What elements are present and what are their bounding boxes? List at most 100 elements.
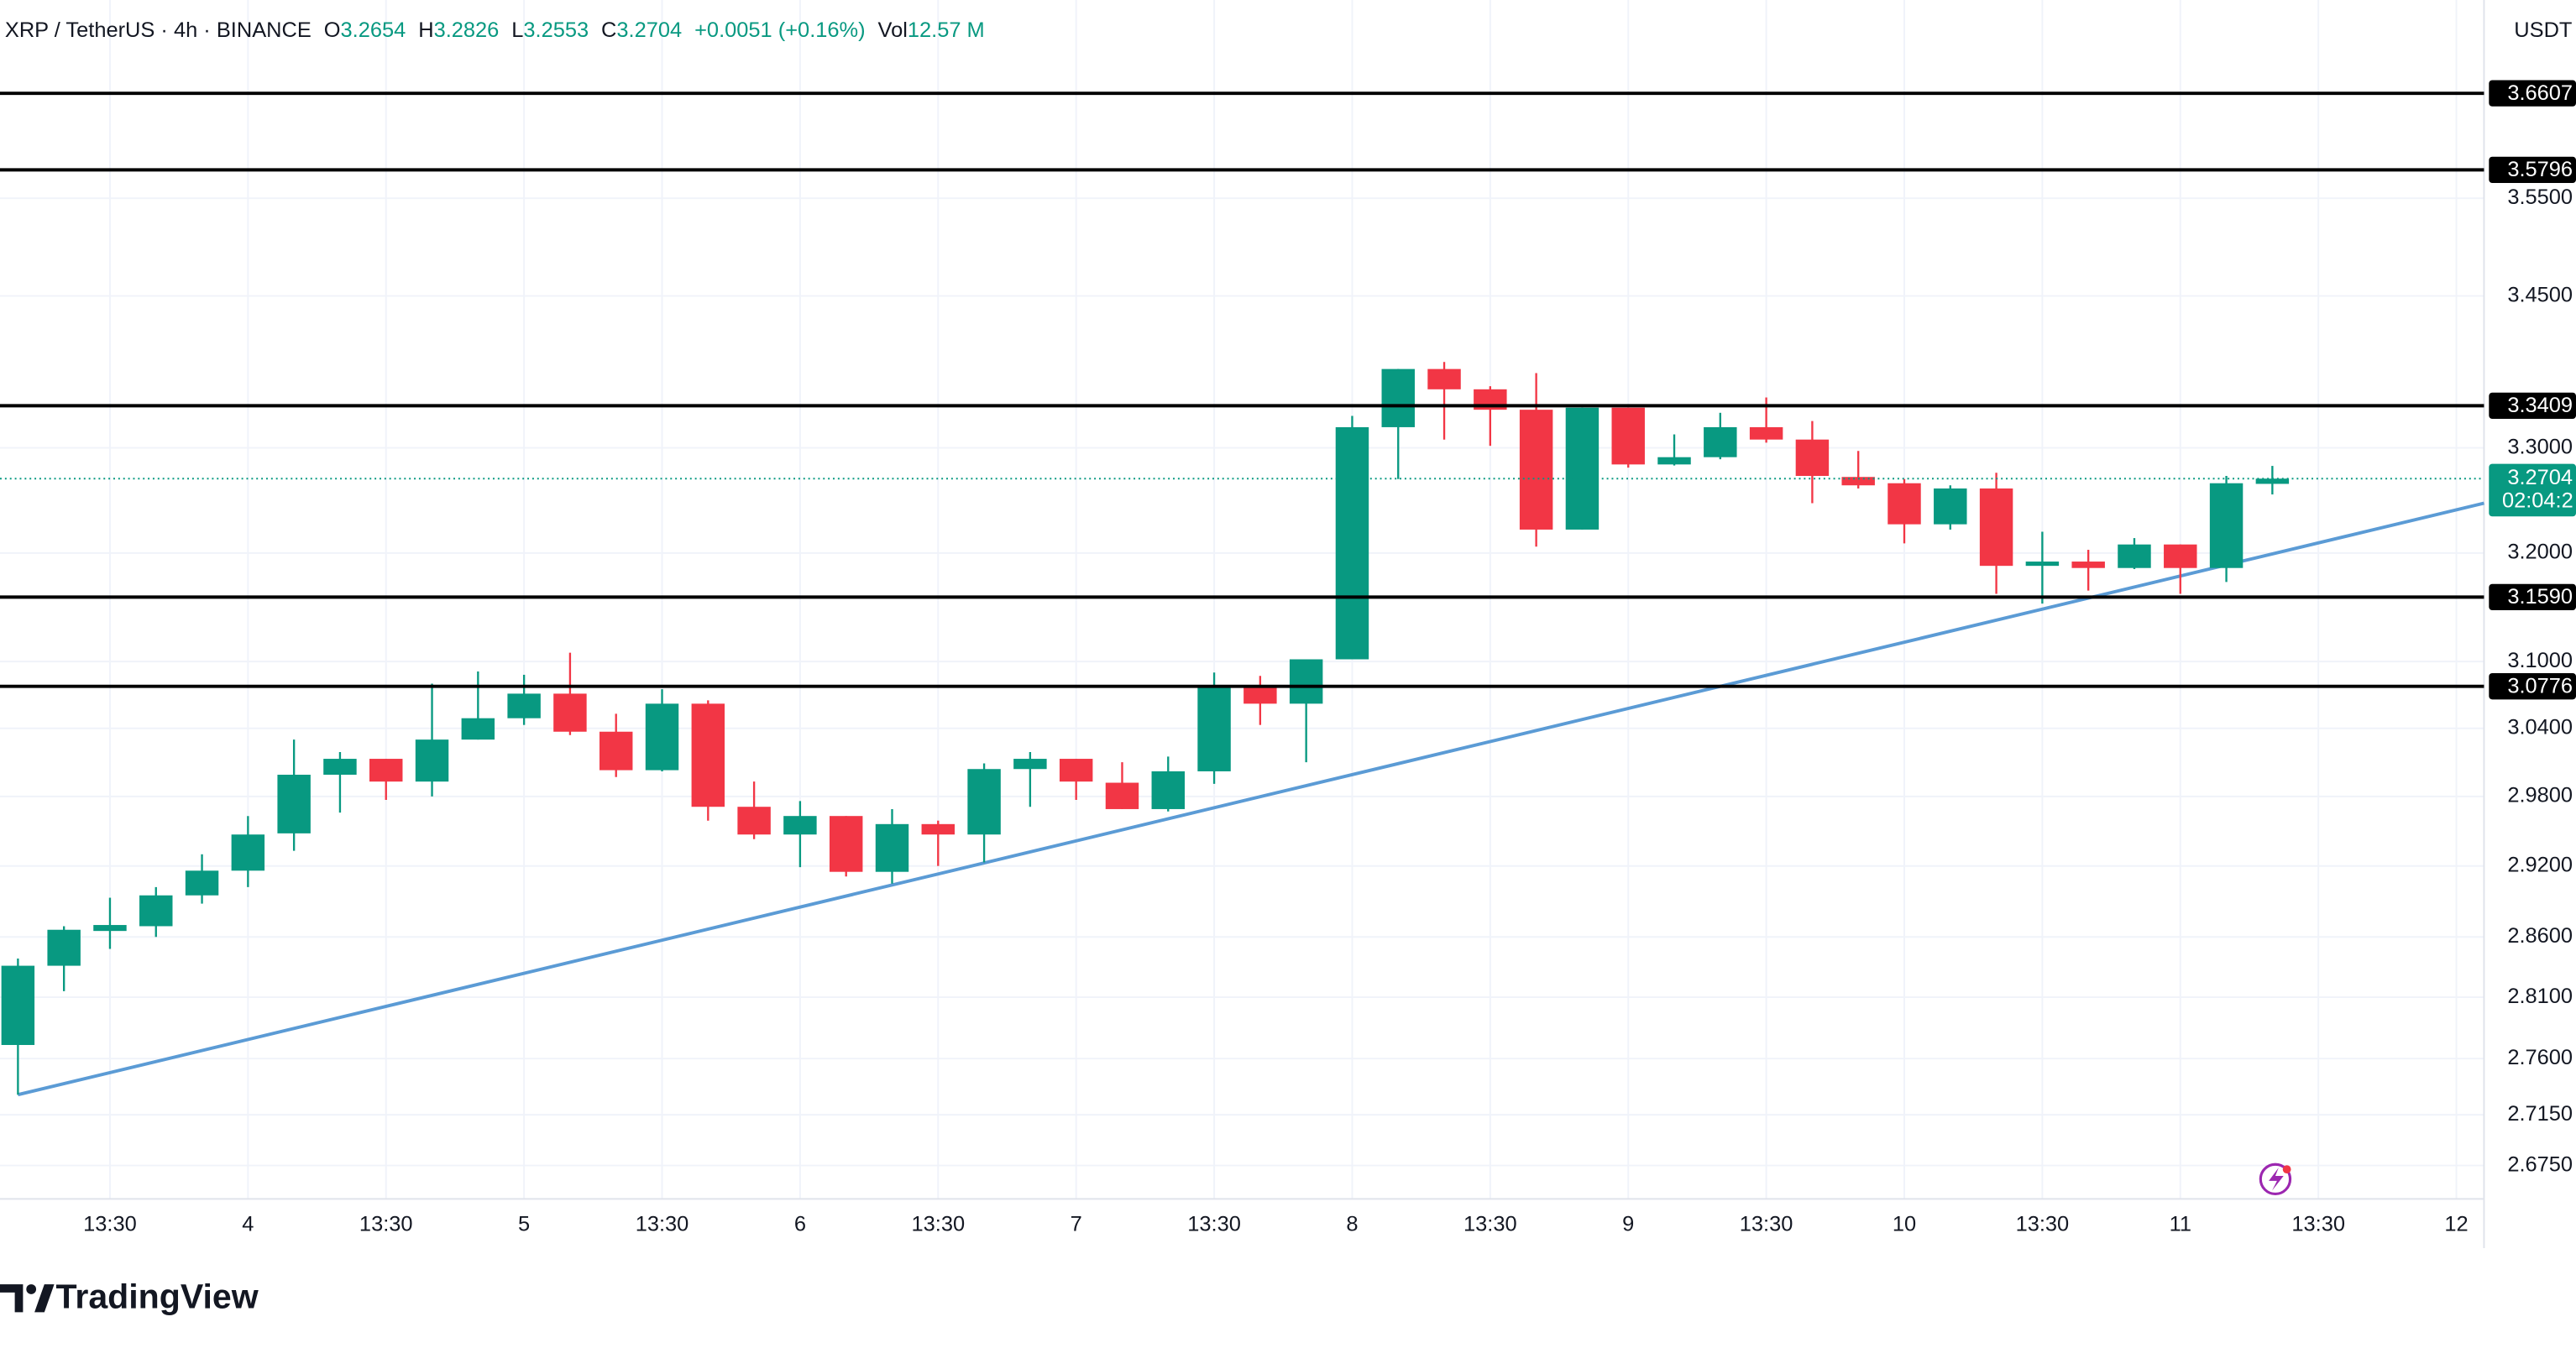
candle-body <box>1519 410 1553 530</box>
candle-body <box>921 823 956 835</box>
level-label-box <box>2489 673 2576 700</box>
candle-body <box>2071 562 2105 568</box>
candle-body <box>1841 477 1875 486</box>
level-label-box <box>2489 156 2576 184</box>
x-tick-label: 13:30 <box>1187 1212 1241 1236</box>
x-tick-label: 4 <box>242 1212 254 1236</box>
currency-label: USDT <box>2514 18 2572 42</box>
x-tick-label: 9 <box>1622 1212 1634 1236</box>
candle-body <box>967 769 1001 835</box>
candle-body <box>369 759 403 782</box>
ohlc-value: 3.2826 <box>434 18 500 42</box>
y-tick-label: 2.8100 <box>2507 985 2573 1008</box>
x-tick-label: 13:30 <box>83 1212 137 1236</box>
current-price-box <box>2489 463 2576 517</box>
level-label: 3.6607 <box>2507 81 2573 105</box>
candle-body <box>1704 426 1737 457</box>
ohlc-value: 3.2704 <box>616 18 682 42</box>
candle-body <box>1197 686 1231 771</box>
x-tick-label: 11 <box>2170 1212 2191 1236</box>
candle-body <box>231 834 265 871</box>
candle-body <box>461 718 495 740</box>
x-tick-label: 13:30 <box>1463 1212 1517 1236</box>
y-tick-label: 2.8600 <box>2507 924 2573 948</box>
y-tick-label: 3.3000 <box>2507 435 2573 458</box>
y-tick-label: 3.5500 <box>2507 185 2573 209</box>
y-tick-label: 2.9800 <box>2507 784 2573 807</box>
countdown: 02:04:2 <box>2502 489 2573 512</box>
ohlc-label: H <box>418 18 433 42</box>
x-tick-label: 13:30 <box>911 1212 965 1236</box>
volume-label: Vol <box>878 18 908 42</box>
y-tick-label: 3.4500 <box>2507 283 2573 306</box>
candle-body <box>93 925 127 932</box>
candle-body <box>139 895 173 927</box>
candle-body <box>553 693 587 732</box>
candle-body <box>1795 439 1830 477</box>
candle-body <box>1013 759 1047 770</box>
snapshot-icon <box>2259 1163 2292 1196</box>
level-label: 3.1590 <box>2507 585 2573 609</box>
x-tick-label: 6 <box>794 1212 806 1236</box>
x-tick-label: 12 <box>2444 1212 2468 1236</box>
candle-body <box>1 965 35 1045</box>
trend-line <box>17 501 2484 1097</box>
candle-body <box>1427 368 1461 389</box>
candle-body <box>185 870 219 896</box>
candle-body <box>2209 483 2244 568</box>
y-tick-label: 2.7150 <box>2507 1102 2573 1126</box>
x-tick-label: 7 <box>1071 1212 1082 1236</box>
candle-body <box>1105 782 1139 809</box>
brand-logo <box>0 1284 55 1313</box>
candle-body <box>2025 562 2060 567</box>
ohlc-label: L <box>511 18 523 42</box>
candle-body <box>1749 426 1783 440</box>
y-tick-label: 2.9200 <box>2507 853 2573 876</box>
candle-body <box>415 739 449 782</box>
y-tick-label: 3.2000 <box>2507 541 2573 564</box>
candle-body <box>277 775 311 833</box>
level-label: 3.0776 <box>2507 674 2573 698</box>
candle-body <box>1289 659 1323 704</box>
ohlc-label: C <box>601 18 616 42</box>
change: +0.0051 (+0.16%) <box>694 18 866 42</box>
legend-header: XRP / TetherUS · 4h · BINANCE O3.2654 H3… <box>5 18 985 42</box>
candle-body <box>2164 544 2197 568</box>
y-tick-label: 2.7600 <box>2507 1046 2573 1069</box>
candle-body <box>323 759 357 776</box>
volume: 12.57 M <box>908 18 985 42</box>
candle-body <box>1059 759 1093 782</box>
level-label-box <box>2489 392 2576 420</box>
current-price-label: 3.2704 <box>2507 466 2573 489</box>
candle-body <box>1979 488 2013 567</box>
ohlc-label: O <box>324 18 341 42</box>
level-label-box <box>2489 583 2576 611</box>
ohlc-value: 3.2553 <box>523 18 589 42</box>
x-tick-label: 5 <box>518 1212 530 1236</box>
x-tick-label: 8 <box>1346 1212 1358 1236</box>
y-tick-label: 3.0400 <box>2507 715 2573 739</box>
candle-body <box>691 703 725 807</box>
candle-body <box>645 703 679 771</box>
candle-body <box>47 929 81 966</box>
candle-body <box>1243 686 1277 704</box>
candle-body <box>1381 368 1415 427</box>
candle-body <box>783 816 817 835</box>
ohlc-value: 3.2654 <box>341 18 406 42</box>
candle-body <box>829 816 863 872</box>
candle-body <box>1151 771 1185 809</box>
candle-body <box>2255 478 2290 484</box>
candle-body <box>875 823 909 872</box>
level-label: 3.5796 <box>2507 158 2573 181</box>
x-tick-label: 13:30 <box>1740 1212 1793 1236</box>
candle-body <box>2118 544 2151 568</box>
candle-body <box>1657 457 1691 465</box>
candle-body <box>1611 407 1645 465</box>
x-tick-label: 13:30 <box>359 1212 413 1236</box>
candle-body <box>1565 407 1600 530</box>
candle-body <box>1934 488 1967 525</box>
candle-body <box>599 731 633 771</box>
